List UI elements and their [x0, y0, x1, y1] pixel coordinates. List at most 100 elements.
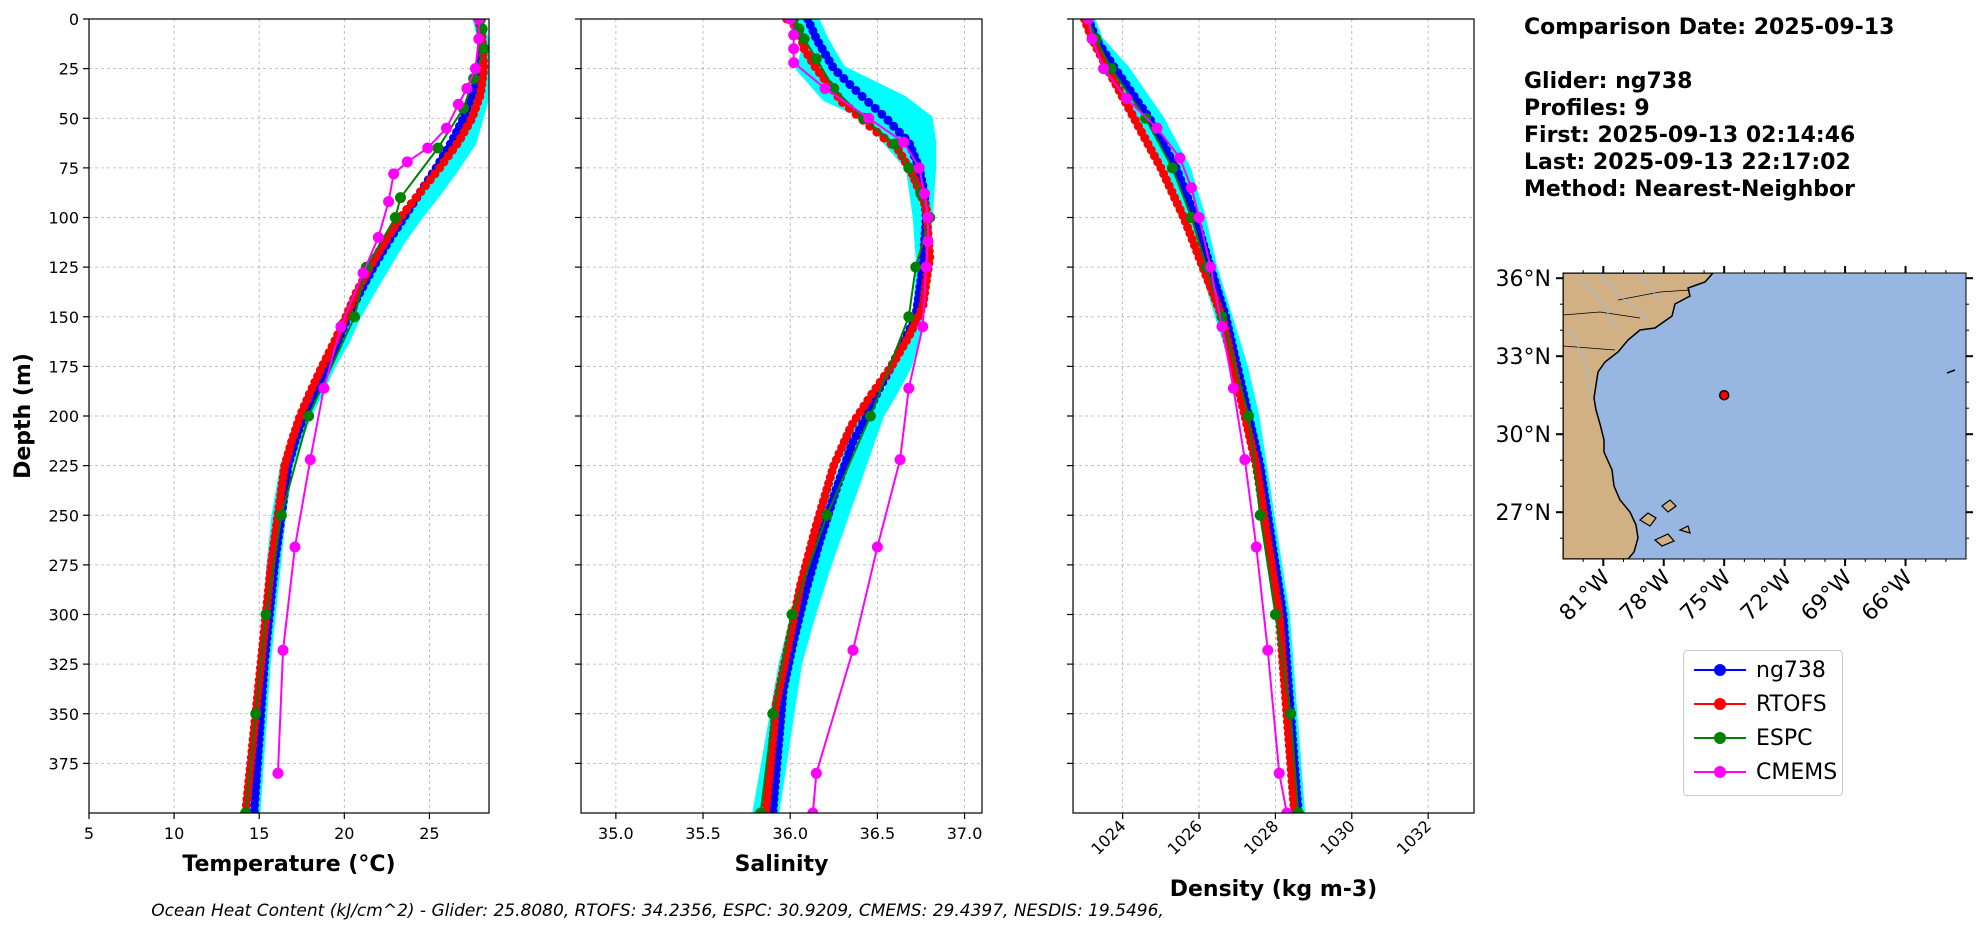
temperature-cmems-point — [357, 267, 369, 279]
temperature-cmems-point — [469, 63, 481, 75]
salinity-cmems-point — [913, 162, 925, 174]
density-xtick-label: 1026 — [1164, 816, 1206, 858]
density-xtick-label: 1032 — [1393, 816, 1435, 858]
temperature-espc-point — [349, 311, 361, 323]
density-xtick-label: 1030 — [1316, 816, 1358, 858]
depth-ytick-label: 275 — [48, 556, 79, 575]
salinity-ng738-point — [877, 109, 887, 119]
salinity-xtick-label: 37.0 — [947, 824, 983, 843]
salinity-espc-point — [903, 162, 915, 174]
temperature-espc-point — [260, 609, 272, 620]
salinity-espc-point — [810, 53, 822, 65]
depth-ytick-label: 375 — [48, 754, 79, 773]
salinity-cmems-point — [788, 57, 800, 69]
temperature-cmems-point — [304, 454, 316, 466]
map-longitude-label: 75°W — [1676, 565, 1737, 626]
salinity-cmems-point — [903, 382, 915, 394]
last-profile-time-text: Last: 2025-09-13 22:17:02 — [1524, 150, 1851, 175]
temperature-espc-point — [478, 43, 489, 55]
density-cmems-point — [1216, 321, 1228, 333]
temperature-cmems-point — [422, 142, 434, 154]
glider-position-marker — [1718, 389, 1730, 401]
salinity-ng738-point — [833, 68, 843, 78]
salinity-cmems-point — [922, 235, 934, 247]
glider-name-text: Glider: ng738 — [1524, 69, 1693, 94]
map-longitude-label: 66°W — [1857, 565, 1918, 626]
salinity-ng738-point — [851, 85, 861, 95]
depth-ytick-label: 350 — [48, 705, 79, 724]
temperature-cmems-point — [277, 644, 289, 656]
salinity-cmems-point — [894, 454, 906, 466]
temperature-xaxis-label: Temperature (°C) — [182, 852, 395, 877]
salinity-ng738-point — [864, 97, 874, 107]
map-latitude-label: 33°N — [1496, 345, 1551, 370]
salinity-cmems-point — [863, 112, 875, 124]
temperature-cmems-point — [335, 321, 347, 333]
legend-item-espc: ESPC — [1692, 723, 1813, 753]
temperature-profile-panel: 5 10 15 20 250255075100125150175200225250275… — [11, 10, 490, 877]
temperature-cmems-point — [289, 541, 301, 553]
salinity-xtick-label: 36.5 — [860, 824, 896, 843]
map-bahamas — [1638, 499, 1691, 547]
salinity-cmems-point — [920, 261, 932, 273]
location-map-panel: 81°W 78°W 75°W 72°W 69°W 66°W 36°N 33°N 30°N 27°N — [1496, 266, 1973, 626]
salinity-cmems-point — [807, 807, 819, 813]
salinity-ng738-point — [857, 91, 867, 101]
salinity-cmems-point — [917, 321, 929, 333]
salinity-espc-point — [828, 82, 840, 94]
depth-ytick-label: 125 — [48, 258, 79, 277]
temperature-espc-point — [394, 192, 406, 204]
temperature-cmems-point — [461, 82, 473, 94]
salinity-ng738-point — [845, 80, 855, 90]
salinity-xtick-label: 35.0 — [598, 824, 634, 843]
density-cmems-point — [1151, 122, 1163, 134]
salinity-espc-point — [786, 609, 798, 620]
chart-legend: ng738 RTOFS ESPC CMEMS — [1683, 650, 1843, 796]
density-espc-point — [1285, 708, 1297, 720]
map-state-border — [1563, 289, 1691, 351]
legend-label-espc: ESPC — [1756, 725, 1813, 751]
temperature-cmems-point — [473, 33, 485, 45]
salinity-ng738-point — [839, 74, 849, 84]
salinity-xaxis-label: Salinity — [735, 852, 829, 877]
salinity-cmems-point — [819, 82, 831, 94]
density-espc-point — [1105, 63, 1117, 75]
density-cmems-point — [1098, 63, 1110, 75]
salinity-ng738-point — [894, 127, 904, 137]
salinity-cmems-point — [788, 43, 800, 55]
temperature-cmems-point — [388, 168, 400, 180]
salinity-espc-point — [821, 509, 833, 521]
depth-ytick-label: 325 — [48, 655, 79, 674]
temperature-xtick-label: 5 — [84, 824, 94, 843]
map-longitude-label: 81°W — [1555, 565, 1616, 626]
temperature-espc-point — [389, 212, 401, 223]
density-cmems-point — [1204, 261, 1216, 273]
depth-ytick-label: 0 — [69, 10, 79, 29]
comparison-info-block: Comparison Date: 2025-09-13 Glider: ng73… — [1524, 14, 1894, 203]
salinity-ng738-point — [768, 806, 778, 813]
map-land-north-america — [1563, 273, 1715, 559]
density-cmems-point — [1185, 182, 1197, 194]
temperature-espc-point — [432, 142, 444, 154]
density-plot-area — [1079, 19, 1306, 813]
density-xtick-label: 1028 — [1240, 816, 1282, 858]
density-espc-point — [1185, 212, 1197, 223]
density-espc-point — [1292, 807, 1304, 813]
legend-item-ng738: ng738 — [1692, 655, 1826, 685]
map-longitude-label: 78°W — [1615, 565, 1676, 626]
legend-label-cmems: CMEMS — [1756, 759, 1838, 785]
profile-count-text: Profiles: 9 — [1524, 96, 1650, 121]
salinity-cmems-point — [922, 212, 934, 223]
map-longitude-label: 69°W — [1797, 565, 1858, 626]
salinity-espc-point — [864, 410, 876, 422]
depth-ytick-label: 250 — [48, 506, 79, 525]
temperature-plot-area — [240, 19, 489, 813]
salinity-ng738-point — [889, 121, 899, 131]
legend-label-ng738: ng738 — [1756, 657, 1826, 683]
density-cmems-point — [1250, 541, 1262, 553]
salinity-cmems-point — [788, 29, 800, 41]
temperature-cmems-point — [272, 767, 284, 779]
ocean-heat-content-footer: Ocean Heat Content (kJ/cm^2) - Glider: 2… — [151, 901, 1164, 921]
density-xtick-label: 1024 — [1087, 816, 1129, 858]
